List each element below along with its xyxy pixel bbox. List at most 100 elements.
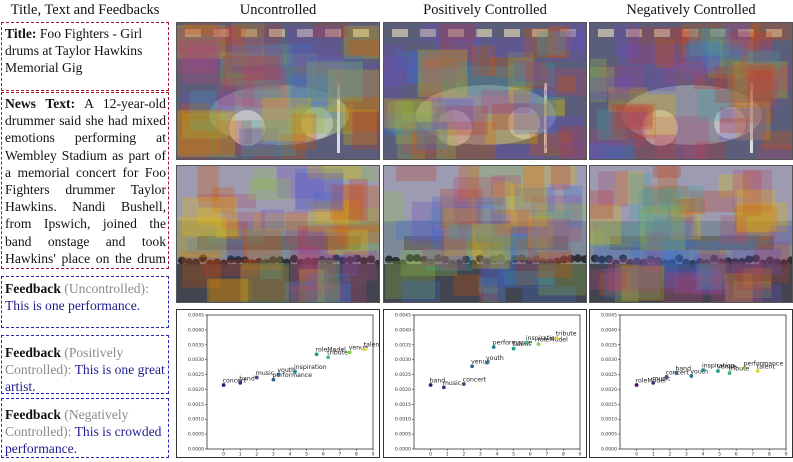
point-label: venue (717, 363, 736, 370)
crowd-head (518, 254, 526, 263)
heatmap-cell (241, 120, 297, 157)
heatmap-cell (733, 281, 772, 299)
heatmap-cell (226, 24, 283, 46)
heatmap-cell (751, 23, 792, 41)
heatmap-cell (479, 257, 505, 301)
heatmap-cell (236, 80, 281, 99)
heatmap-cell (590, 204, 622, 245)
scatter-point (689, 374, 694, 378)
heatmap-cell (640, 206, 686, 251)
stage-light (626, 29, 642, 37)
heatmap-cell (420, 23, 478, 42)
x-tick-label: 0 (635, 452, 638, 458)
heatmap-cell (747, 77, 778, 110)
heatmap-cell (284, 281, 314, 302)
point-label: talent (513, 341, 532, 348)
heatmap-cell (425, 248, 473, 271)
scatter-point (727, 371, 732, 375)
heatmap-cell (231, 37, 265, 74)
heatmap-cell (732, 169, 772, 213)
heatmap-cell (476, 197, 507, 244)
heatmap-cell (431, 99, 473, 130)
heatmap-cell (603, 268, 661, 299)
heatmap-cell (563, 186, 583, 228)
heatmap-cell (663, 61, 705, 85)
heatmap-cell (527, 218, 571, 262)
heatmap-cell (694, 141, 727, 159)
heatmap-cell (395, 100, 446, 144)
heatmap-cell (530, 210, 571, 257)
x-tick-label: 8 (562, 452, 565, 458)
heatmap-cell (531, 195, 582, 242)
crowd-head (434, 254, 442, 263)
x-tick-label: 9 (785, 452, 788, 458)
stage-light (392, 29, 408, 37)
heatmap-cell (384, 113, 439, 137)
stage-light (504, 29, 520, 37)
stage-light (738, 29, 754, 37)
heatmap-cell (333, 185, 379, 232)
heatmap-cell (590, 58, 607, 103)
heatmap-cell (458, 221, 510, 238)
heatmap-cell (637, 189, 682, 233)
heatmap-cell (720, 215, 748, 245)
heatmap-cell (613, 24, 640, 58)
heatmap-cell (308, 55, 363, 98)
heatmap-cell (594, 222, 641, 264)
stage-edge (404, 236, 568, 250)
crowd-head (339, 256, 347, 265)
y-tick-label: 0.0040 (601, 327, 617, 333)
heatmap-cell (547, 25, 571, 59)
crowd-head (675, 254, 683, 263)
x-tick-label: 6 (529, 452, 532, 458)
point-label: band (675, 365, 691, 372)
heatmap-cell (262, 98, 312, 141)
heatmap-cell (509, 86, 531, 103)
heatmap-cell (742, 170, 762, 216)
scatter-point (428, 383, 433, 387)
heatmap-cell (384, 56, 415, 86)
crowd-head (420, 255, 428, 264)
heatmap-cell (648, 94, 676, 136)
heatmap-cell (724, 283, 783, 302)
heatmap-stage-positive (383, 22, 587, 160)
heatmap-cell (319, 59, 346, 85)
heatmap-cell (607, 258, 660, 292)
heatmap-cell (220, 52, 265, 85)
heatmap-crowd-uncontrolled (176, 165, 380, 303)
heatmap-cell (313, 192, 342, 208)
heatmap-cell (184, 23, 219, 35)
heatmap-cell (543, 99, 566, 116)
crowd-head (581, 255, 586, 264)
y-tick-label: 0.0005 (188, 432, 204, 438)
drum (714, 107, 746, 139)
heatmap-cell (401, 280, 440, 302)
x-tick-label: 7 (751, 452, 754, 458)
stage-light (325, 29, 341, 37)
heatmap-cell (590, 77, 629, 100)
x-tick-label: 0 (222, 452, 225, 458)
crowd-head (360, 257, 368, 266)
scatter-point (664, 375, 669, 379)
heatmap-cell (306, 63, 349, 100)
point-label: tribute (729, 365, 750, 372)
heatmap-cell (489, 251, 509, 270)
stage-light (241, 29, 257, 37)
heatmap-cell (384, 191, 404, 223)
heatmap-stage-uncontrolled (176, 22, 380, 160)
y-tick-label: 0.0035 (188, 342, 204, 348)
y-tick-label: 0.0005 (395, 432, 411, 438)
sky (177, 166, 379, 221)
heatmap-cell (299, 269, 325, 302)
heatmap-cell (444, 208, 491, 256)
crowd-head (724, 257, 732, 266)
heatmap-cell (642, 185, 689, 214)
drum (436, 110, 472, 146)
scatter-point (347, 350, 352, 355)
heatmap-cell (294, 54, 345, 89)
x-tick-label: 3 (272, 452, 275, 458)
heatmap-cell (634, 134, 677, 159)
header-uncontrolled: Uncontrolled (239, 2, 317, 18)
crowd-head (276, 256, 284, 265)
heatmap-cell (674, 276, 722, 295)
